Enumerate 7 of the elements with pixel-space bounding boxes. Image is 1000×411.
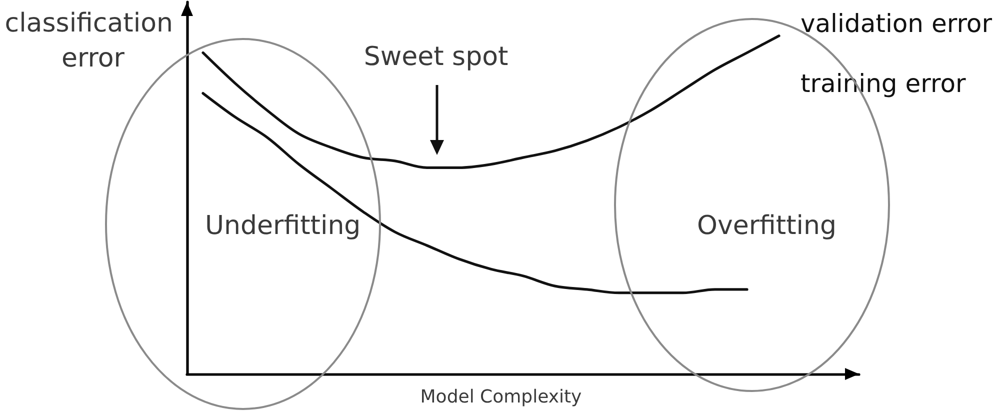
x-axis-title: Model Complexity (420, 386, 582, 408)
annotation: Overfitting (697, 211, 837, 241)
text: training error (800, 69, 966, 98)
annotation: Sweet spot (364, 42, 508, 72)
y-axis-title: classification error (4, 8, 182, 74)
annotation: Underfitting (205, 211, 361, 241)
series-label: validation error (800, 9, 993, 38)
